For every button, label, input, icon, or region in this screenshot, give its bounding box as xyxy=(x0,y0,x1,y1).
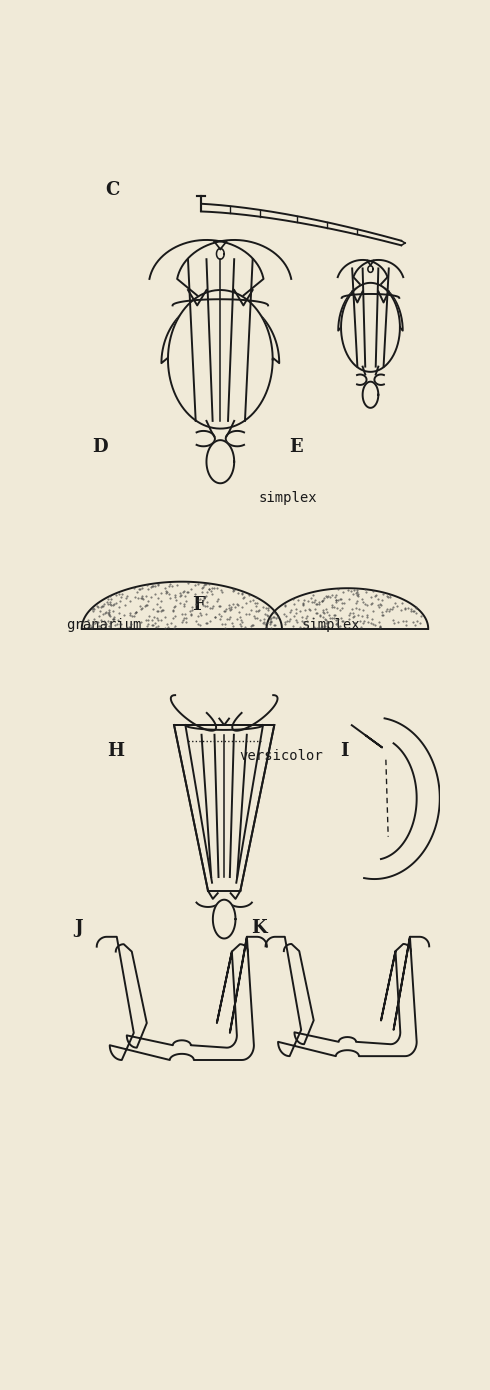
Polygon shape xyxy=(267,588,428,628)
Text: I: I xyxy=(340,742,348,760)
Polygon shape xyxy=(206,441,234,484)
Polygon shape xyxy=(363,382,378,407)
Text: J: J xyxy=(74,919,82,937)
Polygon shape xyxy=(174,726,274,891)
Polygon shape xyxy=(213,899,236,938)
Text: versicolor: versicolor xyxy=(240,749,323,763)
Text: granarium: granarium xyxy=(66,617,142,632)
Text: H: H xyxy=(107,742,124,760)
Text: simplex: simplex xyxy=(301,617,360,632)
Text: F: F xyxy=(192,595,205,613)
Text: C: C xyxy=(105,181,119,199)
Text: E: E xyxy=(290,438,303,456)
Polygon shape xyxy=(341,282,400,373)
Polygon shape xyxy=(82,581,282,628)
Text: simplex: simplex xyxy=(259,491,318,505)
Polygon shape xyxy=(338,260,403,331)
Polygon shape xyxy=(149,240,291,363)
Text: K: K xyxy=(251,919,267,937)
Text: D: D xyxy=(92,438,107,456)
Polygon shape xyxy=(168,291,273,428)
Polygon shape xyxy=(97,937,267,1061)
Polygon shape xyxy=(266,937,429,1056)
